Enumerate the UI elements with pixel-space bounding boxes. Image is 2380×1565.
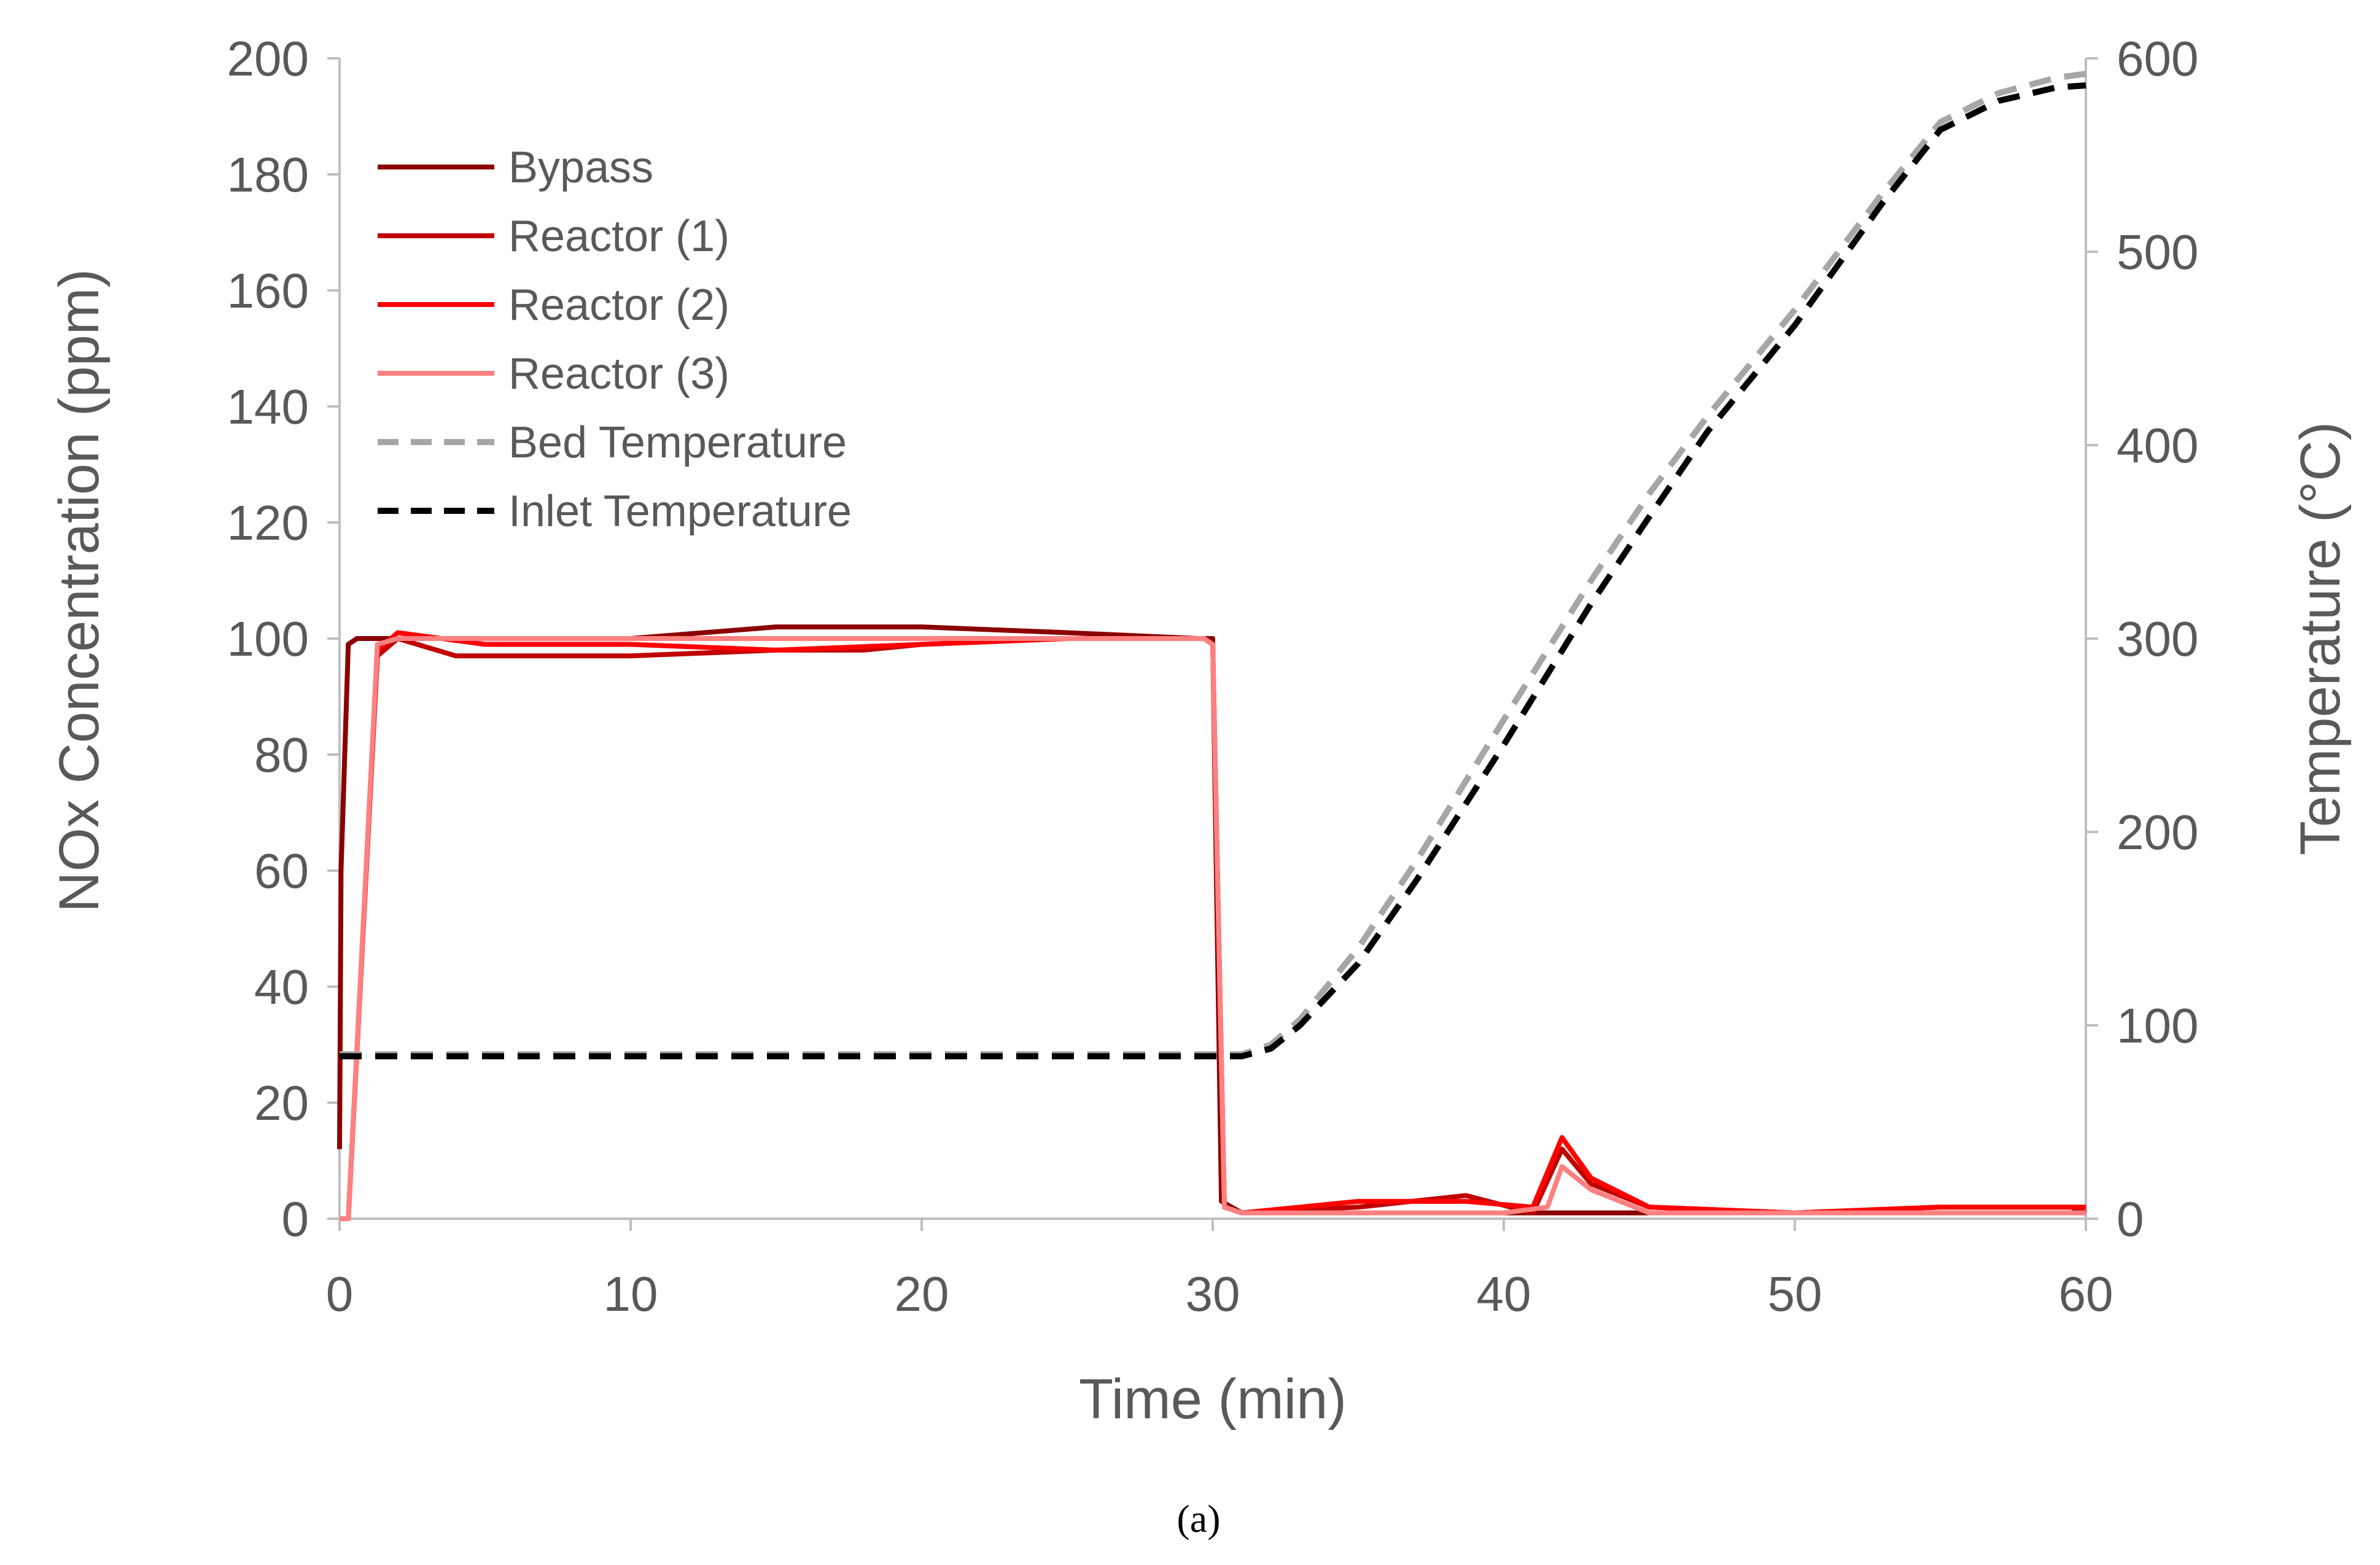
- legend-label-reactor-1: Reactor (1): [508, 212, 729, 261]
- y-left-tick-label: 20: [254, 1076, 309, 1130]
- x-tick-label: 40: [1477, 1267, 1531, 1321]
- y-left-tick-label: 140: [227, 379, 309, 434]
- y-left-tick-label: 100: [227, 612, 309, 666]
- y-left-tick-label: 60: [254, 844, 309, 898]
- figure-caption: (a): [1176, 1497, 1220, 1540]
- y-left-tick-label: 0: [282, 1192, 309, 1246]
- y-left-tick-label: 120: [227, 495, 309, 550]
- legend: Bypass Reactor (1) Reactor (2) Reactor (3) B…: [378, 143, 852, 536]
- y-left-tick-label: 200: [227, 31, 309, 86]
- y-left-tick-label: 80: [254, 728, 309, 782]
- x-tick-label: 50: [1768, 1267, 1822, 1321]
- x-tick-label: 60: [2059, 1267, 2114, 1321]
- y-left-axis-title: NOx Concentration (ppm): [48, 269, 111, 912]
- y-right-tick-label: 500: [2117, 225, 2198, 279]
- legend-label-reactor-2: Reactor (2): [508, 281, 729, 330]
- y-left-tick-label: 180: [227, 147, 309, 202]
- x-tick-label: 10: [604, 1267, 658, 1321]
- legend-label-bypass: Bypass: [508, 143, 653, 192]
- y-right-tick-label: 600: [2117, 31, 2198, 86]
- y-right-tick-label: 400: [2117, 418, 2198, 473]
- y-right-axis-title: Temperature (°C): [2289, 422, 2352, 856]
- y-left-tick-label: 40: [254, 960, 309, 1014]
- legend-label-reactor-3: Reactor (3): [508, 349, 729, 398]
- y-right-tick-label: 300: [2117, 612, 2198, 666]
- series-lines: [337, 71, 2087, 1221]
- x-axis-title: Time (min): [1079, 1368, 1347, 1431]
- x-tick-label: 30: [1186, 1267, 1240, 1321]
- y-right-tick-label: 200: [2117, 805, 2198, 860]
- y-right-tick-label: 100: [2117, 998, 2198, 1053]
- tick-labels: 0 10 20 30 40 50 60020406080100120140160180200…: [227, 31, 2199, 1321]
- y-left-tick-label: 160: [227, 263, 309, 318]
- legend-label-bed-temperature: Bed Temperature: [508, 418, 847, 467]
- legend-label-inlet-temperature: Inlet Temperature: [508, 487, 852, 536]
- x-tick-label: 20: [895, 1267, 949, 1321]
- y-right-tick-label: 0: [2117, 1192, 2144, 1246]
- series-line-reactor-3: [340, 636, 2086, 1221]
- series-line-bed-temperature: [340, 71, 2086, 1058]
- x-tick-label: 0: [326, 1267, 354, 1321]
